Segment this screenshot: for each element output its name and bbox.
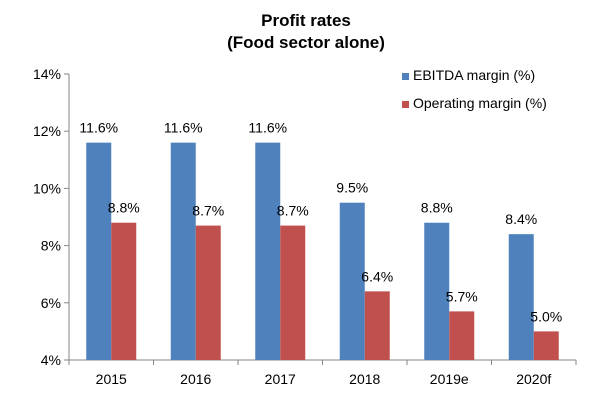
x-tick-label: 2015 — [96, 371, 127, 387]
x-tick-label: 2018 — [349, 371, 380, 387]
legend-label: Operating margin (%) — [413, 95, 547, 111]
data-label: 8.4% — [505, 211, 537, 227]
y-tick-label: 12% — [33, 123, 61, 139]
y-tick-label: 10% — [33, 180, 61, 196]
data-label: 8.8% — [108, 200, 140, 216]
data-label: 8.7% — [277, 203, 309, 219]
bar-ebitda — [424, 222, 450, 360]
chart-title: Profit rates — [261, 11, 351, 30]
bar-ebitda — [508, 234, 534, 360]
data-label: 5.0% — [530, 308, 562, 324]
x-tick-label: 2019e — [430, 371, 469, 387]
data-label: 11.6% — [79, 120, 118, 136]
legend: EBITDA margin (%) Operating margin (%) — [402, 67, 547, 111]
bar-ebitda — [86, 142, 112, 360]
bar-operating — [533, 331, 559, 360]
x-tick-label: 2017 — [265, 371, 296, 387]
legend-swatch — [402, 73, 409, 80]
data-label: 5.7% — [446, 288, 478, 304]
legend-swatch — [402, 101, 409, 108]
data-label: 6.4% — [361, 268, 393, 284]
y-tick-label: 8% — [41, 238, 61, 254]
legend-label: EBITDA margin (%) — [413, 67, 535, 83]
bar-operating — [280, 225, 306, 360]
x-tick-label: 2020f — [516, 371, 551, 387]
y-tick-label: 6% — [41, 295, 61, 311]
data-label: 9.5% — [336, 180, 368, 196]
data-label: 8.7% — [192, 203, 224, 219]
bar-operating — [364, 291, 390, 360]
bar-operating — [195, 225, 221, 360]
chart-subtitle: (Food sector alone) — [227, 33, 385, 52]
y-tick-label: 14% — [33, 66, 61, 82]
bar-operating — [111, 222, 137, 360]
data-label: 8.8% — [421, 200, 453, 216]
bar-ebitda — [339, 202, 365, 360]
data-label: 11.6% — [164, 120, 203, 136]
x-tick-label: 2016 — [180, 371, 211, 387]
bar-ebitda — [255, 142, 281, 360]
bar-operating — [449, 311, 475, 360]
data-label: 11.6% — [248, 120, 287, 136]
y-tick-label: 4% — [41, 352, 61, 368]
bar-ebitda — [170, 142, 196, 360]
